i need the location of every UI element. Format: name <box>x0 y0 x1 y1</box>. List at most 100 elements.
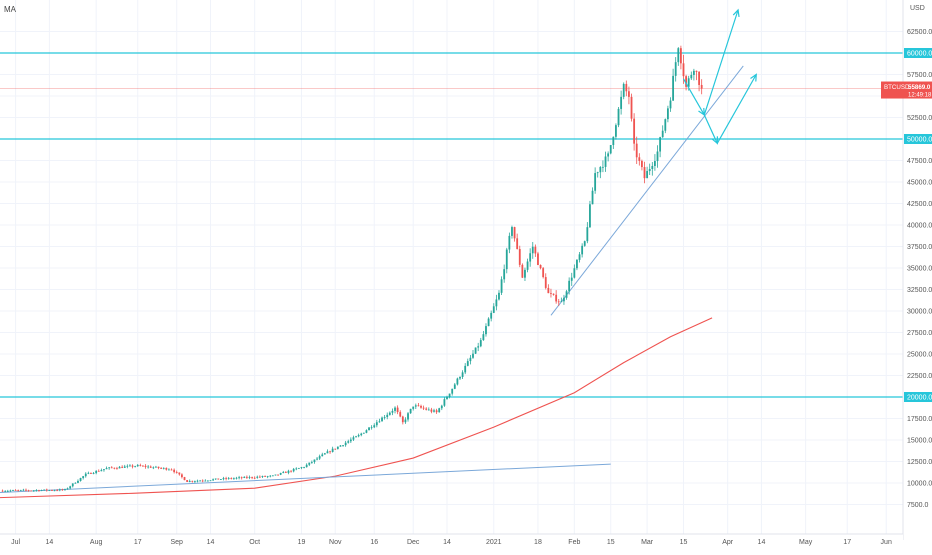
candle-body <box>521 264 524 278</box>
time-tick-label: 18 <box>534 539 542 546</box>
candle-body <box>375 422 378 426</box>
candle-body <box>490 312 493 319</box>
candle-body <box>123 466 126 468</box>
time-scale[interactable]: Jul 14 Aug 17 Sep 14 Oct 19 Nov 16 Dec 14 2021 18 Feb 1… <box>11 539 892 546</box>
time-tick-label: Jul <box>11 539 20 546</box>
candle-body <box>219 479 222 480</box>
candle-body <box>25 489 27 491</box>
projection-arrow[interactable] <box>703 74 757 145</box>
candle-body <box>628 91 630 97</box>
candle-body <box>243 476 246 478</box>
candle-body <box>204 480 207 482</box>
candle-body <box>121 466 124 468</box>
time-tick-label: Feb <box>568 539 580 546</box>
candle-body <box>633 118 636 144</box>
candle-body <box>672 75 675 101</box>
candle-body <box>64 489 66 490</box>
candle-body <box>365 430 368 433</box>
candle-body <box>194 481 196 483</box>
candle-body <box>695 70 698 72</box>
candle-body <box>368 427 370 431</box>
candle-body <box>326 451 329 454</box>
candle-body <box>420 405 422 408</box>
candle-body <box>352 437 355 440</box>
candle-body <box>92 473 95 474</box>
time-tick-label: 14 <box>758 539 766 546</box>
candle-body <box>331 448 334 452</box>
candle-body <box>136 465 139 467</box>
candle-body <box>97 470 100 472</box>
time-tick-label: 16 <box>370 539 378 546</box>
candle-body <box>87 472 90 474</box>
candle-body <box>45 489 48 491</box>
candle-body <box>38 490 40 491</box>
candle-body <box>591 190 594 205</box>
candle-body <box>279 473 282 475</box>
candle-body <box>347 441 350 443</box>
candle-body <box>19 489 22 491</box>
candle-body <box>264 476 266 477</box>
candle-body <box>235 477 238 479</box>
time-tick-label: 15 <box>607 539 615 546</box>
candle-body <box>53 490 56 492</box>
candle-body <box>383 417 386 418</box>
candle-body <box>477 346 480 348</box>
candle-body <box>274 474 277 476</box>
candle-body <box>6 490 9 492</box>
candle-body <box>625 83 628 92</box>
candle-body <box>230 478 233 479</box>
candles <box>1 45 703 493</box>
candle-body <box>157 466 160 469</box>
candle-body <box>77 480 79 483</box>
candle-body <box>573 268 576 278</box>
candle-body <box>258 476 261 478</box>
price-scale[interactable]: 7500.0 10000.0 12500.0 15000.0 17500.0 20000.… <box>904 29 932 509</box>
candle-body <box>196 480 199 482</box>
candle-body <box>160 468 163 469</box>
candle-body <box>555 294 558 302</box>
candle-body <box>615 125 617 137</box>
candle-body <box>206 480 209 482</box>
time-tick-label: Mar <box>641 539 654 546</box>
candle-body <box>620 96 623 109</box>
candle-body <box>482 334 485 341</box>
candle-body <box>217 478 220 480</box>
time-tick-label: Aug <box>90 539 103 546</box>
candle-body <box>474 347 477 354</box>
candle-body <box>534 246 537 254</box>
trendlines[interactable] <box>0 65 744 493</box>
projection-arrows[interactable] <box>682 8 757 145</box>
candle-body <box>201 480 204 482</box>
arrow-head <box>750 73 757 82</box>
grid <box>0 0 903 534</box>
candle-body <box>422 407 425 409</box>
time-tick-label: Dec <box>407 539 420 546</box>
candle-body <box>238 477 241 479</box>
trendline-upper[interactable] <box>550 65 744 316</box>
candle-body <box>682 63 685 77</box>
projection-arrow[interactable] <box>682 9 739 117</box>
level-label: 60000.0 <box>907 51 932 58</box>
price-tick-label: 22500.0 <box>907 373 932 380</box>
candle-body <box>513 227 516 239</box>
candle-body <box>362 432 365 434</box>
candle-body <box>316 458 318 460</box>
candle-body <box>599 167 602 173</box>
price-tick-label: 17500.0 <box>907 416 932 423</box>
candle-body <box>349 439 352 442</box>
candle-body <box>245 476 248 478</box>
candle-body <box>446 396 448 400</box>
time-tick-label: Nov <box>329 539 342 546</box>
candle-body <box>144 465 147 467</box>
candle-body <box>641 160 643 168</box>
candle-body <box>165 467 168 470</box>
candle-body <box>126 465 129 467</box>
candle-body <box>1 490 4 492</box>
candle-body <box>360 433 363 436</box>
candle-body <box>149 466 152 468</box>
candle-body <box>303 467 305 468</box>
horizontal-levels[interactable] <box>0 52 903 398</box>
trendline-lower[interactable] <box>0 463 611 493</box>
candle-body <box>557 301 560 303</box>
